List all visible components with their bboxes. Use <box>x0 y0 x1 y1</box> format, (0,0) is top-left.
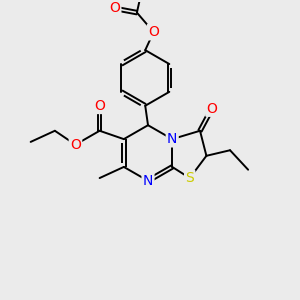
Text: O: O <box>206 101 218 116</box>
Text: O: O <box>94 99 105 113</box>
Text: O: O <box>109 2 120 15</box>
Text: O: O <box>70 138 81 152</box>
Text: S: S <box>185 171 194 185</box>
Text: O: O <box>148 25 159 39</box>
Text: N: N <box>167 132 177 146</box>
Text: N: N <box>143 174 153 188</box>
